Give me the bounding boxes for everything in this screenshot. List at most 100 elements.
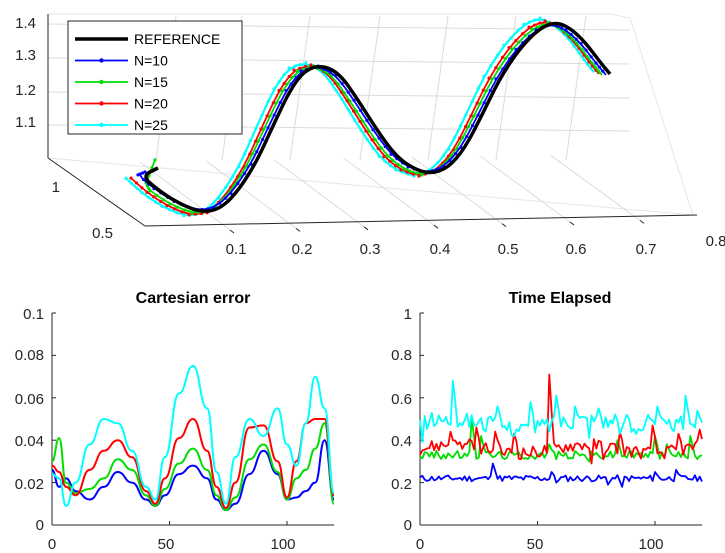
time-x-tick: 100 (638, 536, 663, 553)
series-marker (484, 89, 488, 93)
series-marker (299, 69, 303, 73)
series-marker (159, 199, 163, 204)
series-marker (129, 181, 134, 185)
series-marker (295, 69, 299, 73)
series-marker (193, 212, 197, 216)
series-marker (393, 164, 398, 168)
series-marker (461, 136, 465, 140)
series-marker (497, 67, 501, 71)
series-marker (411, 172, 415, 176)
series-marker (309, 63, 313, 67)
time-y-tick: 1 (404, 306, 412, 323)
legend-marker (99, 58, 104, 63)
legend-label: N=15 (134, 74, 168, 90)
series-marker (243, 171, 247, 176)
error-y-tick: 0.08 (15, 347, 44, 364)
series-marker (248, 152, 252, 156)
series-marker (354, 109, 359, 113)
series-marker (293, 64, 297, 68)
series-marker (340, 81, 344, 86)
series-marker (268, 114, 272, 118)
series-marker (391, 158, 395, 163)
plot3d-x-tick: 0.2 (292, 241, 313, 258)
y-axis (47, 157, 146, 227)
series-marker (358, 119, 362, 124)
series-marker (475, 101, 479, 105)
series-marker (394, 168, 398, 172)
series-marker (223, 196, 228, 200)
x-axis (144, 214, 698, 227)
series-marker (277, 80, 281, 84)
series-marker (543, 19, 547, 23)
plot3d: 0.1 0.2 0.3 0.4 0.5 0.6 0.7 0.8 0.5 1 1.… (15, 13, 725, 258)
plot3d-x-tick: 0.1 (226, 241, 247, 258)
series-marker (580, 48, 584, 52)
legend-label: N=10 (134, 53, 168, 69)
series-marker (290, 75, 294, 79)
legend-item: N=20 (75, 96, 168, 112)
series-marker (377, 136, 381, 140)
series-marker (236, 181, 240, 186)
series-marker (254, 126, 258, 130)
series-marker (453, 152, 458, 156)
series-marker (530, 27, 534, 31)
series-marker (251, 151, 255, 156)
series-marker (361, 119, 365, 123)
grid-line (343, 157, 435, 226)
error-x-ticks: 0 50 100 (48, 536, 296, 553)
series-marker (262, 127, 266, 131)
plot3d-y-tick: 0.5 (92, 225, 113, 242)
series-marker (388, 163, 393, 168)
series-marker (482, 101, 486, 105)
series-marker (470, 100, 474, 104)
plot3d-z-tick: 1.1 (15, 114, 36, 131)
series-marker (265, 114, 269, 118)
series-marker (248, 139, 253, 143)
series-marker (487, 76, 491, 80)
time-x-tick: 50 (527, 536, 544, 553)
series-marker (417, 174, 421, 178)
time-y-tick: 0 (404, 517, 412, 534)
plot3d-x-tick: 0.7 (636, 241, 657, 258)
plot3d-x-tick: 0.4 (430, 241, 451, 258)
series-marker (481, 88, 485, 92)
legend-label: REFERENCE (134, 31, 220, 47)
series-marker (453, 135, 457, 140)
series-marker (253, 139, 258, 143)
legend-item: N=25 (75, 117, 168, 133)
series-marker (458, 124, 463, 128)
series-marker (211, 201, 216, 205)
x-tick-mark (229, 229, 235, 234)
series-marker (334, 88, 338, 93)
series-marker (129, 176, 133, 180)
series-marker (469, 114, 473, 118)
series-marker (507, 45, 511, 50)
time-y-tick: 0.8 (391, 347, 412, 364)
series-marker (476, 113, 480, 117)
series-marker (289, 82, 293, 86)
series-marker (145, 190, 149, 194)
series-marker (272, 113, 276, 117)
series-marker (217, 196, 221, 200)
series-marker (496, 53, 500, 57)
series-marker (351, 109, 356, 113)
series-marker (237, 165, 241, 169)
series-marker (340, 97, 344, 101)
series-marker (285, 82, 289, 86)
series-marker (147, 186, 151, 191)
error-x-tick: 100 (270, 536, 295, 553)
series-marker (466, 124, 471, 129)
time-x-tick: 0 (416, 536, 424, 553)
series-marker (414, 171, 418, 175)
error-y-tick: 0 (36, 517, 44, 534)
series-marker (584, 48, 588, 52)
series-marker (597, 69, 601, 73)
series-marker (582, 58, 586, 62)
series-marker (436, 161, 440, 165)
series-marker (532, 23, 537, 27)
series-marker (274, 101, 278, 105)
series-marker (266, 99, 270, 104)
series-marker (282, 81, 286, 86)
series-marker (155, 193, 159, 198)
grid-line (205, 160, 297, 229)
